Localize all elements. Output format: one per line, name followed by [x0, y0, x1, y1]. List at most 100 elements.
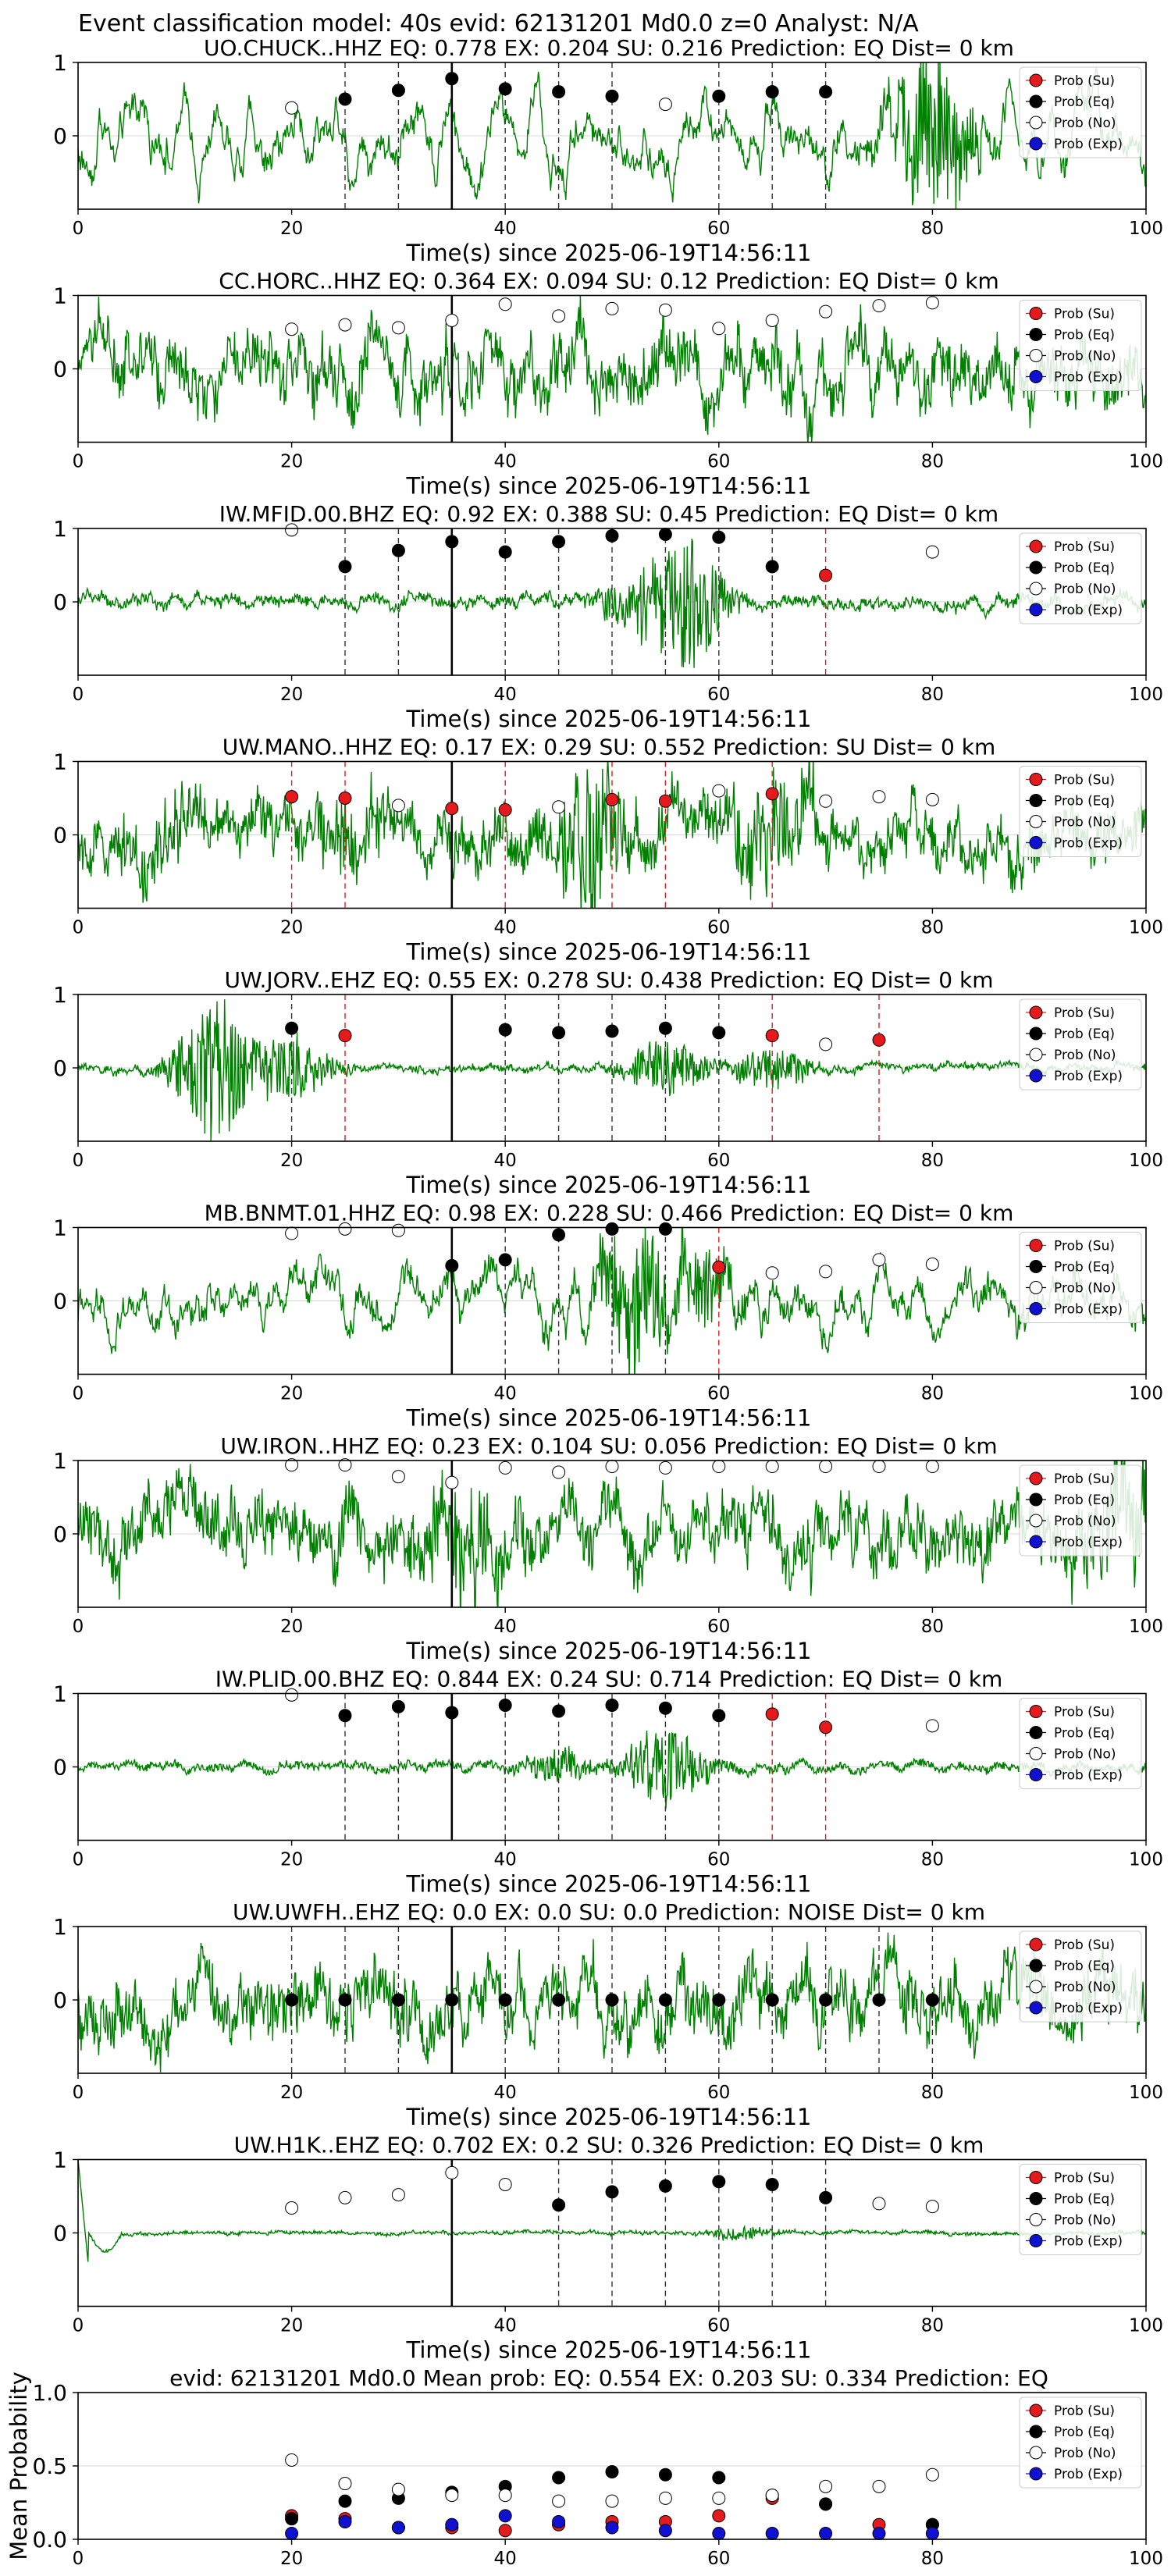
mean-point-probexp: [338, 2514, 352, 2528]
probability-point-no: [498, 2177, 512, 2191]
mean-point-probno: [925, 2467, 939, 2482]
x-tick-label: 20: [280, 1850, 303, 1870]
station-panel: UW.H1K..EHZ EQ: 0.702 EX: 0.2 SU: 0.326 …: [53, 2133, 1163, 2364]
legend-label: Prob (Exp): [1054, 1069, 1123, 1084]
mean-point-probexp: [285, 2526, 299, 2540]
legend-marker: [1029, 2425, 1043, 2439]
y-tick-label: 0: [53, 1289, 67, 1315]
probability-point-no: [712, 784, 726, 798]
x-tick-label: 40: [494, 219, 517, 239]
mean-point-probno: [552, 2494, 566, 2508]
probability-point-no: [391, 1470, 405, 1484]
legend-box: [1019, 1232, 1142, 1323]
probability-point-eq: [605, 1993, 619, 2007]
probability-point-no: [498, 1461, 512, 1475]
station-panel: IW.PLID.00.BHZ EQ: 0.844 EX: 0.24 SU: 0.…: [53, 1667, 1163, 1898]
probability-point-eq: [445, 1706, 459, 1720]
x-tick-label: 100: [1129, 2083, 1163, 2103]
mean-point-probexp: [605, 2521, 619, 2535]
probability-point-eq: [338, 1993, 352, 2007]
x-axis-label: Time(s) since 2025-06-19T14:56:11: [406, 706, 812, 732]
probability-point-no: [338, 318, 352, 332]
mean-point-probsu: [498, 2524, 512, 2538]
y-tick-label: 1: [53, 1681, 67, 1707]
probability-point-eq: [712, 1993, 726, 2007]
mean-point-probno: [445, 2489, 459, 2503]
legend-label: Prob (No): [1054, 1747, 1116, 1763]
mean-point-probno: [872, 2479, 886, 2493]
x-tick-label: 40: [494, 2549, 517, 2569]
probability-point-eq: [712, 2175, 726, 2189]
probability-point-no: [819, 1460, 833, 1474]
y-tick-label: 1: [53, 749, 67, 775]
legend-box: [1019, 532, 1142, 624]
legend-marker: [1029, 73, 1043, 87]
probability-point-su: [819, 568, 833, 582]
panels-container: UO.CHUCK..HHZ EQ: 0.778 EX: 0.204 SU: 0.…: [5, 35, 1163, 2569]
probability-point-no: [445, 1475, 459, 1489]
mean-point-probno: [712, 2491, 726, 2505]
x-tick-label: 100: [1129, 2316, 1163, 2336]
mean-point-probno: [498, 2489, 512, 2503]
probability-point-eq: [925, 1993, 939, 2007]
probability-point-eq: [391, 1699, 405, 1713]
legend-label: Prob (Exp): [1054, 2467, 1123, 2482]
legend-marker: [1029, 1514, 1043, 1528]
legend-label: Prob (Exp): [1054, 1302, 1123, 1318]
probability-point-eq: [605, 1699, 619, 1713]
mean-point-probexp: [658, 2524, 672, 2538]
legend-label: Prob (Eq): [1054, 2192, 1115, 2208]
panel-title: IW.PLID.00.BHZ EQ: 0.844 EX: 0.24 SU: 0.…: [215, 1667, 1002, 1692]
probability-point-no: [552, 800, 566, 814]
probability-point-no: [765, 1266, 779, 1280]
legend-label: Prob (Eq): [1054, 1726, 1115, 1742]
legend-marker: [1029, 137, 1043, 151]
probability-point-no: [285, 1226, 299, 1240]
legend-box: [1019, 1930, 1142, 2023]
probability-point-no: [712, 1460, 726, 1474]
mean-point-probexp: [552, 2514, 566, 2528]
probability-point-no: [819, 1265, 833, 1279]
x-tick-label: 80: [921, 685, 944, 705]
mean-point-probexp: [712, 2526, 726, 2540]
x-tick-label: 40: [494, 2316, 517, 2336]
waveform-trace: [78, 295, 1146, 443]
station-panel: MB.BNMT.01.HHZ EQ: 0.98 EX: 0.228 SU: 0.…: [53, 1201, 1163, 1432]
legend-label: Prob (Exp): [1054, 2234, 1123, 2250]
probability-point-eq: [605, 528, 619, 543]
legend-marker: [1029, 2171, 1043, 2184]
probability-point-eq: [498, 1699, 512, 1713]
probability-point-eq: [712, 1026, 726, 1040]
legend-label: Prob (Eq): [1054, 1260, 1115, 1276]
probability-point-eq: [658, 1222, 672, 1236]
y-tick-label: 1: [53, 982, 67, 1008]
x-tick-label: 0: [73, 1151, 84, 1171]
x-tick-label: 100: [1129, 219, 1163, 239]
probability-point-no: [391, 2188, 405, 2202]
probability-point-no: [338, 1458, 352, 1472]
legend-label: Prob (Su): [1054, 1239, 1115, 1254]
x-axis-label: Time(s) since 2025-06-19T14:56:11: [406, 240, 812, 266]
probability-point-eq: [391, 1993, 405, 2007]
probability-point-su: [712, 1260, 726, 1274]
probability-point-eq: [819, 1993, 833, 2007]
x-tick-label: 60: [707, 219, 730, 239]
panel-title: UO.CHUCK..HHZ EQ: 0.778 EX: 0.204 SU: 0.…: [204, 35, 1014, 61]
probability-point-no: [765, 313, 779, 327]
x-tick-label: 80: [921, 452, 944, 472]
probability-point-eq: [445, 535, 459, 549]
legend-label: Prob (Su): [1054, 307, 1115, 322]
x-tick-label: 100: [1129, 1151, 1163, 1171]
y-tick-label: 1: [53, 516, 67, 542]
probability-point-no: [872, 2197, 886, 2211]
y-tick-label: 0: [53, 1755, 67, 1781]
legend-label: Prob (No): [1054, 2213, 1116, 2229]
legend-label: Prob (No): [1054, 582, 1116, 597]
legend-label: Prob (No): [1054, 349, 1116, 365]
probability-point-no: [658, 98, 672, 112]
probability-point-eq: [552, 1026, 566, 1040]
y-tick-label: 0: [53, 589, 67, 615]
x-tick-label: 80: [921, 2083, 944, 2103]
x-tick-label: 0: [73, 1384, 84, 1404]
